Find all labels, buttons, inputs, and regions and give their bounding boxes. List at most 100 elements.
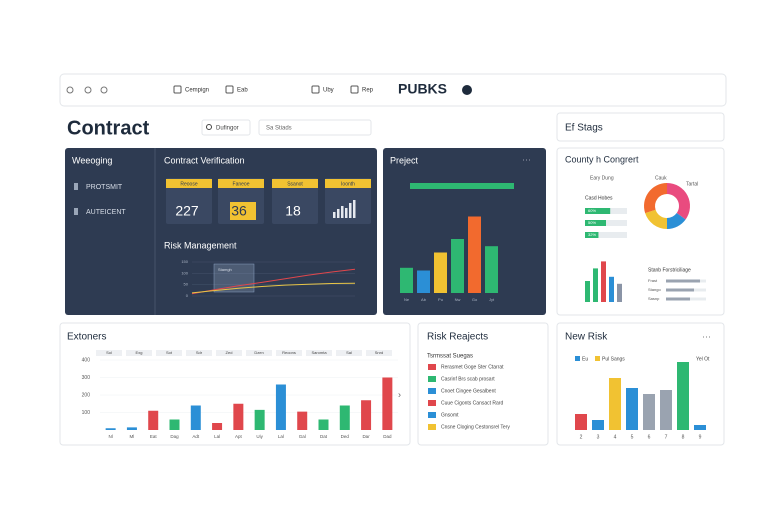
y-tick-label: 100 [181, 270, 188, 275]
x-tick-label: Ded [341, 434, 350, 439]
list-label: Sasnp [648, 296, 660, 301]
legend-swatch [306, 350, 332, 356]
y-tick-label: 0 [186, 293, 189, 298]
tile-label-bg [218, 179, 264, 188]
legend-label: Stamgh [218, 267, 232, 272]
toolbar-item[interactable]: Uby [323, 88, 334, 94]
page-title: Contract [67, 117, 150, 139]
risk-projects-title: Risk Reajects [427, 332, 488, 343]
list-label: Rerasmet Goge Ster Ctarrat [441, 364, 504, 370]
progress-bar [666, 297, 690, 301]
y-tick-label: 100 [82, 410, 91, 416]
legend-swatch [595, 356, 600, 361]
x-tick-label: Ab [421, 297, 427, 302]
legend-swatch [336, 350, 362, 356]
overview-item: PROTSMIT [86, 184, 123, 191]
x-tick-label: Gal [299, 434, 306, 439]
y-tick-label: 400 [82, 357, 91, 363]
list-title: Stanb Forstriciliage [648, 267, 691, 273]
toolbar-icon[interactable] [173, 85, 182, 94]
list-label: Casrinf Brs scab prosart [441, 376, 495, 382]
toolbar-item[interactable]: Eab [237, 88, 248, 94]
bar [318, 419, 329, 430]
legend-label: Sal [346, 350, 352, 355]
x-tick-label: Dad [383, 434, 392, 439]
tile-icon [341, 206, 344, 218]
country-title: County h Congrert [565, 154, 639, 164]
trend-line [191, 282, 356, 294]
legend-label: Snrd [375, 350, 383, 355]
bar [677, 362, 689, 430]
list-label: Cuue Cigonts Cansact Rard [441, 400, 503, 406]
toolbar-icon[interactable] [225, 85, 234, 94]
toolbar-item[interactable]: Rep [362, 88, 374, 94]
bar [592, 420, 604, 430]
bar [660, 390, 672, 430]
progress-bar [666, 279, 700, 283]
tile-label-bg [166, 179, 212, 188]
legend-label: Zed [226, 350, 233, 355]
bar [417, 270, 430, 293]
more-menu[interactable]: ··· [522, 154, 531, 164]
bar [626, 388, 638, 430]
legend-label: Sdr [196, 350, 203, 355]
brand-icon [462, 85, 472, 95]
trend-line [191, 268, 356, 295]
legend-label: Cauk [655, 175, 667, 181]
toolbar-item[interactable]: Cempign [185, 88, 209, 94]
legend-label: Saromta [311, 350, 327, 355]
tile-label: Ioonth [341, 181, 355, 187]
legend-label: Yel Ot [696, 356, 710, 362]
legend-swatch [156, 350, 182, 356]
x-tick-label: 4 [614, 434, 617, 440]
bar [485, 246, 498, 293]
bar [148, 410, 159, 430]
x-tick-label: 9 [699, 434, 702, 440]
project-title: Preject [390, 155, 419, 165]
overview-item: AUTEICENT [86, 209, 126, 216]
more-menu[interactable]: ··· [702, 331, 711, 341]
bar [297, 411, 308, 430]
donut-slice [645, 209, 667, 229]
legend-label: Eu [582, 356, 588, 362]
x-tick-label: 7 [665, 434, 668, 440]
tile [272, 178, 318, 224]
list-label: Frast [648, 278, 658, 283]
summary-bar [410, 183, 514, 189]
overview-title: Weeoging [72, 155, 112, 165]
legend-swatch [428, 400, 436, 406]
y-tick-label: 50 [184, 282, 189, 287]
toolbar-icon[interactable] [311, 85, 320, 94]
x-tick-label: Ne [404, 297, 410, 302]
new-risk-title: New Risk [565, 332, 608, 343]
bar [190, 405, 201, 430]
overview-icon [74, 183, 78, 190]
x-tick-label: Dar [362, 434, 370, 439]
legend-label: Pul Sangs [602, 356, 625, 362]
nav-icon[interactable] [100, 86, 108, 94]
search-box[interactable] [201, 119, 251, 136]
toolbar-icon[interactable] [350, 85, 359, 94]
legend-swatch [96, 350, 122, 356]
legend-label: Sot [166, 350, 173, 355]
nav-icon[interactable] [84, 86, 92, 94]
bar [643, 394, 655, 430]
x-tick-label: Dat [320, 434, 328, 439]
search-text: Dufingor [216, 126, 239, 132]
brand: PUBKS [398, 81, 447, 97]
x-tick-label: Nl [109, 434, 113, 439]
x-tick-label: Jyt [489, 297, 495, 302]
overview-icon [74, 208, 78, 215]
bar [382, 377, 393, 430]
filter-dropdown[interactable] [258, 119, 372, 136]
tile-label-bg [272, 179, 318, 188]
bar [694, 425, 706, 430]
tile-value: 18 [285, 203, 301, 219]
scroll-arrow[interactable]: › [398, 389, 401, 399]
x-tick-label: Eat [150, 434, 158, 439]
nav-icon[interactable] [66, 86, 74, 94]
tile [325, 178, 371, 224]
tile-value: 227 [175, 203, 199, 219]
x-tick-label: Lal [278, 434, 284, 439]
